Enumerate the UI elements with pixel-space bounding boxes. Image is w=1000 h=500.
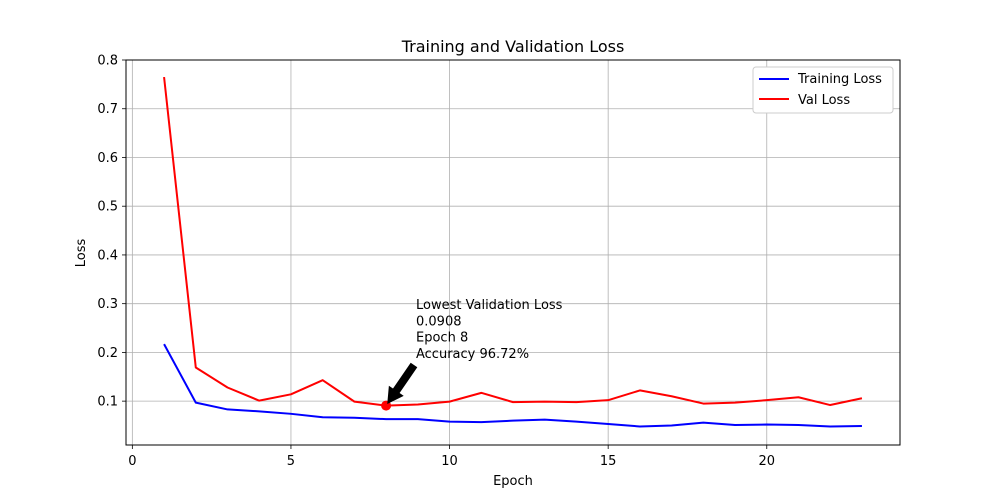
y-tick-label: 0.6: [97, 151, 118, 166]
series-group: [163, 76, 863, 428]
legend-label-training-loss: Training Loss: [797, 72, 882, 87]
plot-frame: [125, 59, 901, 446]
y-tick-label: 0.1: [97, 395, 118, 410]
chart-title: Training and Validation Loss: [401, 37, 625, 56]
grid-lines: [126, 59, 900, 445]
x-tick-label: 20: [758, 454, 775, 469]
y-tick-label: 0.3: [97, 297, 118, 312]
y-tick-label: 0.5: [97, 200, 118, 215]
series-line-1: [163, 76, 863, 407]
x-tick-label: 5: [287, 454, 295, 469]
x-tick-label: 15: [600, 454, 617, 469]
x-axis-ticks: 0 5 10 15 20: [128, 445, 775, 469]
series-line-0: [163, 343, 862, 428]
x-tick-label: 10: [441, 454, 458, 469]
annotation-line-3: Accuracy 96.72%: [416, 347, 529, 362]
y-tick-label: 0.4: [97, 248, 118, 263]
annotation-line-0: Lowest Validation Loss: [416, 298, 563, 313]
legend-label-val-loss: Val Loss: [798, 93, 850, 108]
y-tick-label: 0.8: [97, 54, 118, 69]
y-tick-label: 0.2: [97, 346, 118, 361]
x-axis-label: Epoch: [493, 474, 533, 489]
legend: Training Loss Val Loss: [752, 66, 894, 114]
annotation-line-2: Epoch 8: [416, 331, 468, 346]
y-tick-label: 0.7: [97, 102, 118, 117]
annotation-arrow: [387, 362, 418, 404]
y-axis-label: Loss: [74, 239, 89, 268]
x-tick-label: 0: [128, 454, 136, 469]
y-axis-ticks: 0.1 0.2 0.3 0.4 0.5 0.6 0.7 0.8: [97, 54, 126, 410]
annotation-line-1: 0.0908: [416, 314, 462, 329]
